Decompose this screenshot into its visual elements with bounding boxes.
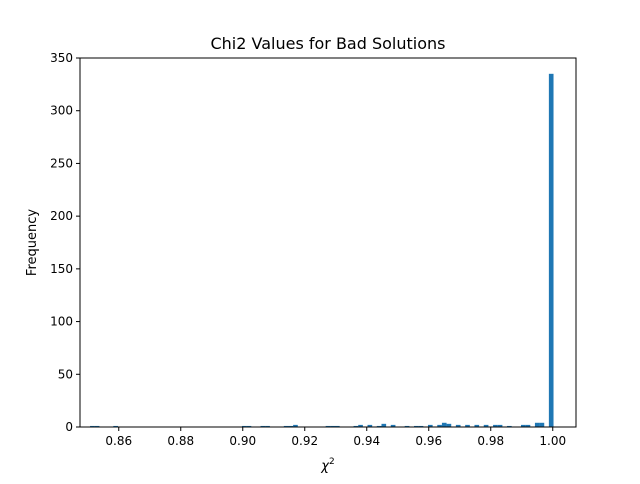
x-tick-label: 1.00 xyxy=(539,434,566,448)
histogram-bar xyxy=(94,425,100,427)
histogram-bar xyxy=(404,425,410,427)
x-tick-label: 0.92 xyxy=(291,434,318,448)
histogram-bar xyxy=(465,424,470,427)
histogram-bar xyxy=(334,425,340,427)
histogram-bar xyxy=(455,424,461,427)
histogram-bar xyxy=(381,423,387,427)
histogram-bar xyxy=(288,425,294,427)
histogram-bar xyxy=(427,424,433,427)
x-tick-label: 0.86 xyxy=(105,434,132,448)
histogram-bar xyxy=(353,425,359,427)
histogram-bar xyxy=(293,424,298,427)
y-tick-label: 200 xyxy=(50,209,73,223)
histogram-bar xyxy=(446,423,452,427)
histogram-bar xyxy=(390,424,396,427)
histogram-bar xyxy=(113,425,118,427)
y-tick-label: 50 xyxy=(58,367,73,381)
plot-frame xyxy=(79,57,577,428)
histogram-bar xyxy=(497,424,503,427)
x-axis-label: χ2 xyxy=(320,457,334,474)
histogram-bar xyxy=(414,425,419,427)
histogram-bar xyxy=(260,425,266,427)
bars-group xyxy=(90,73,554,428)
histogram-bar xyxy=(493,424,498,427)
histogram-bar xyxy=(90,425,95,427)
x-axis-label-superscript: 2 xyxy=(329,457,335,467)
histogram-bar xyxy=(520,424,526,427)
histogram-bar xyxy=(330,425,335,427)
y-tick-label: 250 xyxy=(50,156,73,170)
histogram-bar xyxy=(358,424,363,427)
histogram-bar xyxy=(265,425,270,427)
histogram-bar xyxy=(376,425,382,427)
histogram-bar xyxy=(441,422,447,427)
y-axis-label: Frequency xyxy=(25,209,40,276)
y-tick-label: 350 xyxy=(50,51,73,65)
histogram-bar xyxy=(241,425,247,427)
histogram-bar xyxy=(418,425,424,427)
histogram-bar xyxy=(437,424,442,427)
y-tick-label: 150 xyxy=(50,262,73,276)
chart-title: Chi2 Values for Bad Solutions xyxy=(210,34,445,53)
y-tick-label: 0 xyxy=(65,420,73,434)
x-tick-label: 0.98 xyxy=(477,434,504,448)
histogram-bar xyxy=(483,424,489,427)
y-axis-ticks: 0 50 100 150 200 250 300 350 xyxy=(50,51,80,434)
histogram-bar xyxy=(283,425,289,427)
y-tick-label: 300 xyxy=(50,104,73,118)
x-axis-ticks: 0.86 0.88 0.90 0.92 0.94 0.96 0.98 1.00 xyxy=(105,427,566,448)
histogram-bar xyxy=(246,425,252,427)
histogram-bar xyxy=(474,424,480,427)
x-tick-label: 0.96 xyxy=(415,434,442,448)
histogram-bar xyxy=(525,424,531,427)
x-tick-label: 0.94 xyxy=(353,434,380,448)
y-tick-label: 100 xyxy=(50,315,73,329)
x-tick-label: 0.88 xyxy=(167,434,194,448)
histogram-bar xyxy=(507,425,512,427)
x-axis-label-symbol: χ xyxy=(320,459,330,474)
histogram-bar xyxy=(367,424,373,427)
x-tick-label: 0.90 xyxy=(229,434,256,448)
histogram-bar xyxy=(325,425,331,427)
histogram-bar xyxy=(539,422,545,427)
histogram-bar xyxy=(548,73,554,428)
histogram-bar xyxy=(534,422,540,427)
